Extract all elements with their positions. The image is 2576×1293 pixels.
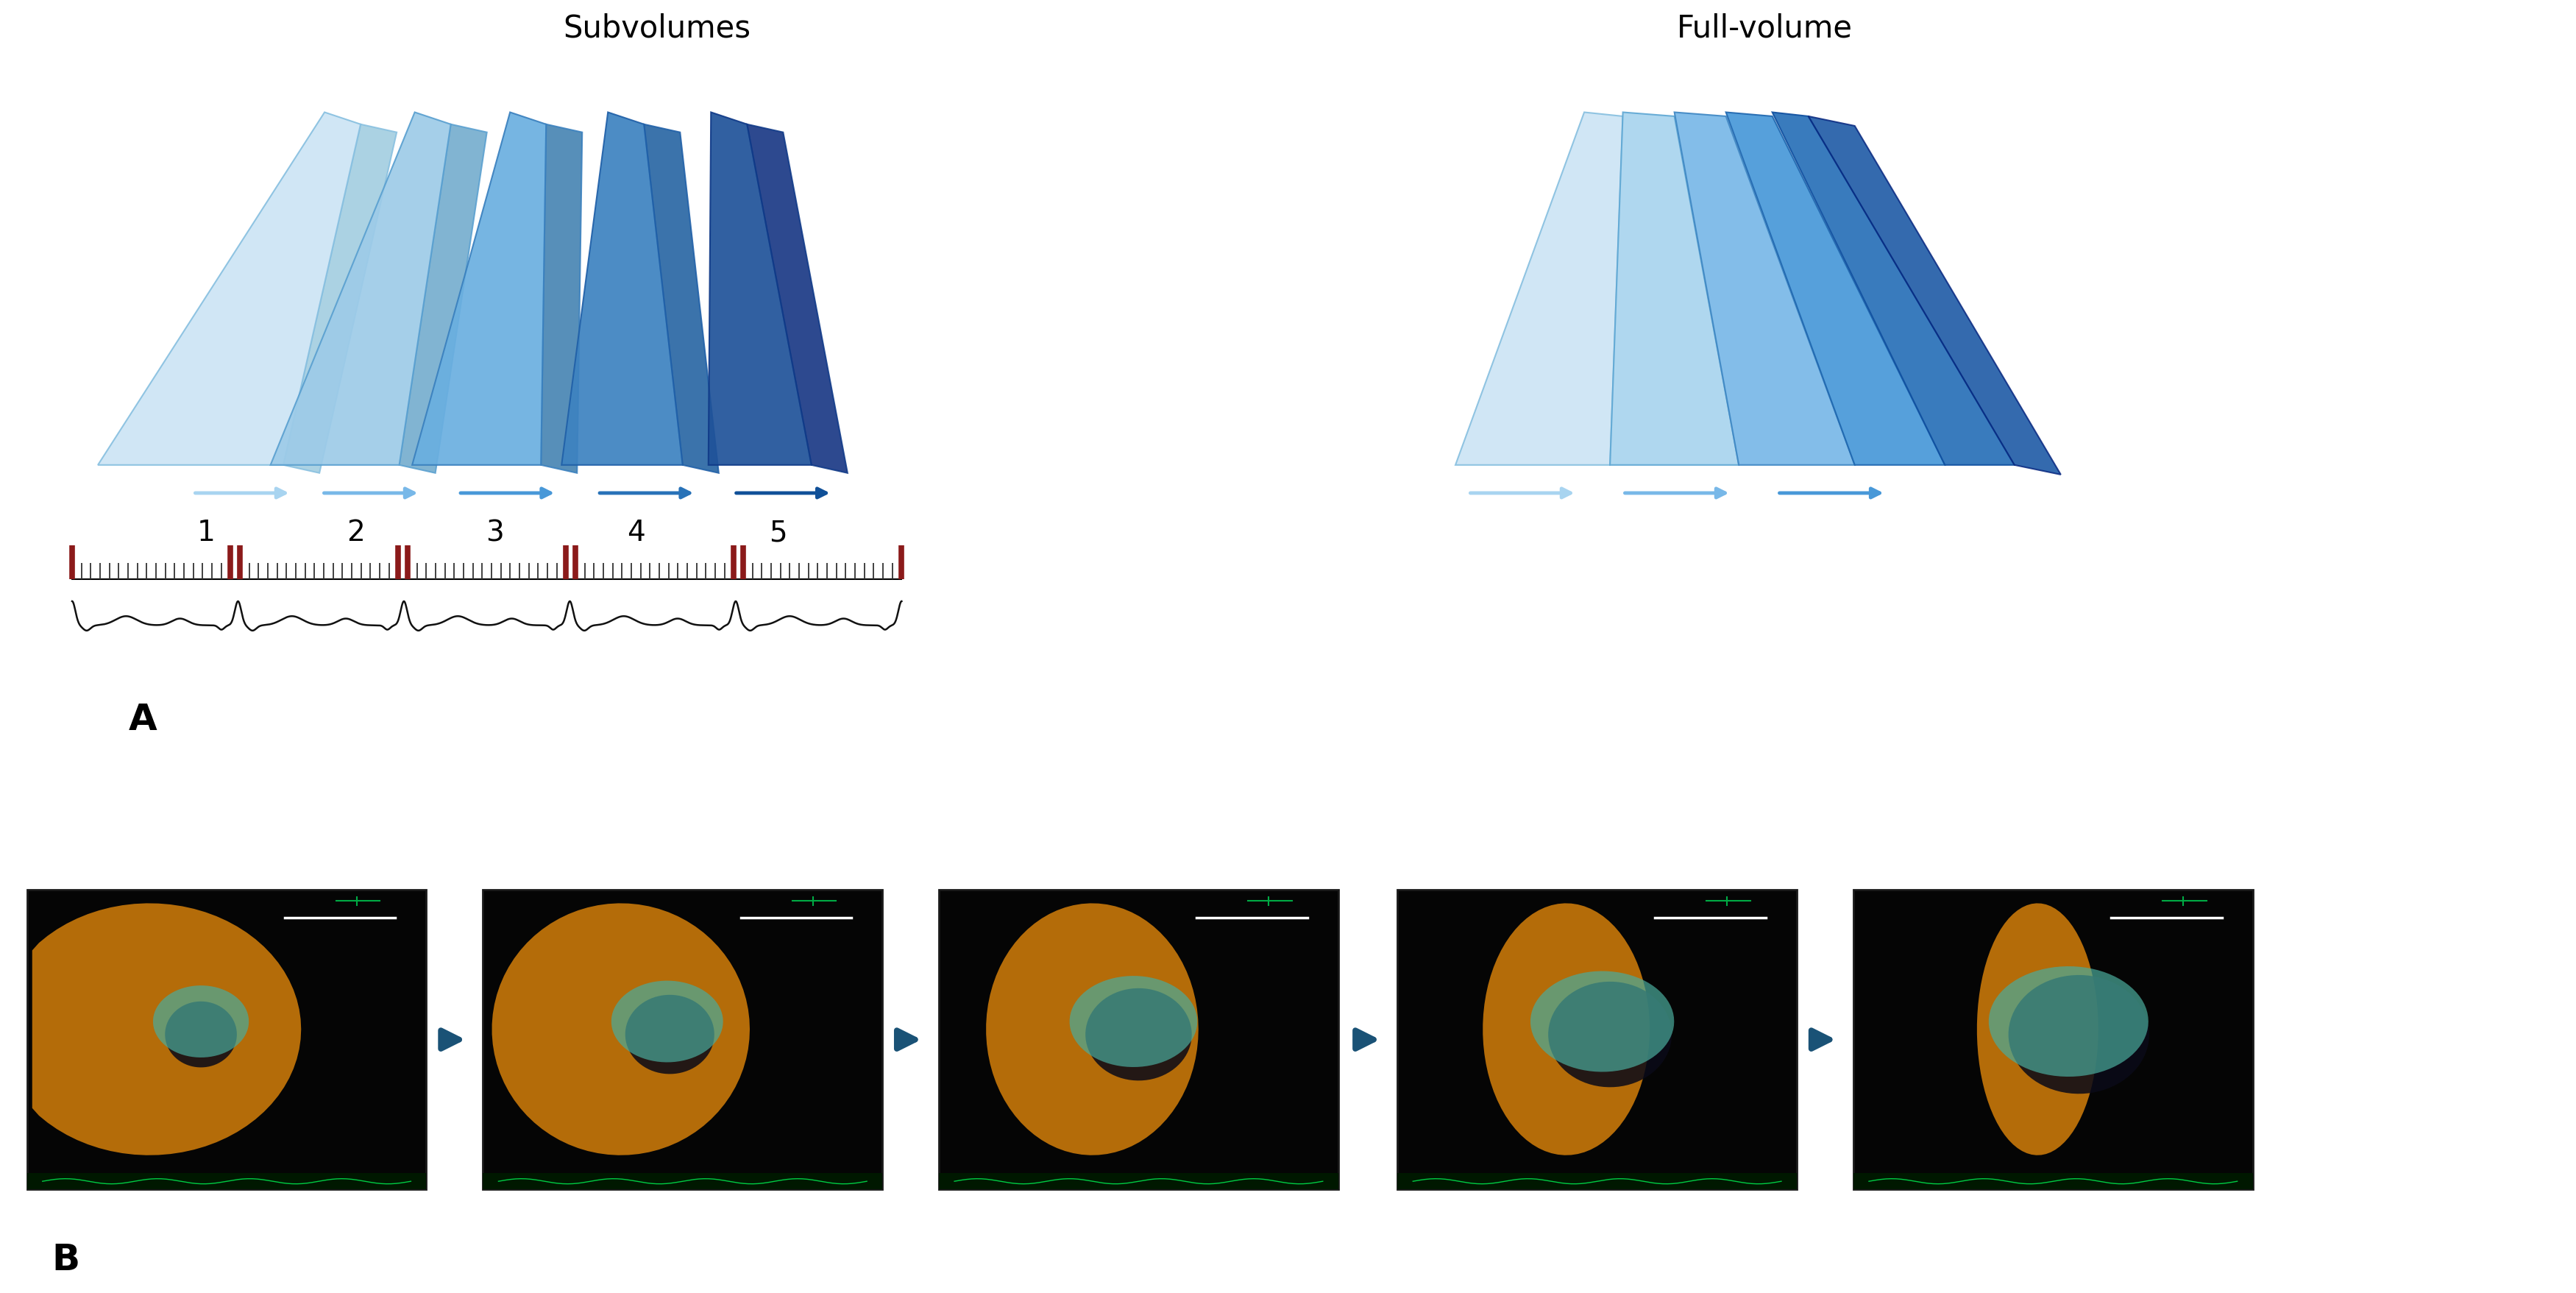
Text: 4: 4 — [626, 518, 647, 547]
Text: 2: 2 — [345, 518, 366, 547]
Text: Full-volume: Full-volume — [1677, 13, 1852, 44]
Bar — [26, 890, 428, 1190]
Polygon shape — [708, 112, 811, 465]
Bar — [1855, 890, 2251, 1190]
Polygon shape — [152, 985, 250, 1058]
Polygon shape — [1069, 976, 1198, 1067]
Polygon shape — [412, 112, 546, 465]
Polygon shape — [644, 124, 719, 473]
Bar — [484, 890, 881, 1190]
Polygon shape — [1530, 971, 1674, 1072]
Bar — [940, 890, 1340, 1190]
Polygon shape — [626, 994, 714, 1074]
Polygon shape — [31, 904, 301, 1155]
Text: A: A — [129, 702, 157, 737]
Polygon shape — [2009, 975, 2148, 1094]
Polygon shape — [562, 112, 683, 465]
Polygon shape — [541, 124, 582, 473]
Bar — [1396, 1173, 1798, 1190]
Polygon shape — [165, 1001, 237, 1068]
Polygon shape — [987, 904, 1198, 1155]
Polygon shape — [747, 124, 848, 473]
Polygon shape — [98, 112, 361, 465]
Polygon shape — [1772, 112, 2014, 465]
Text: 5: 5 — [768, 518, 788, 547]
Bar — [940, 1173, 1340, 1190]
Text: Subvolumes: Subvolumes — [564, 13, 750, 44]
Polygon shape — [1989, 966, 2148, 1077]
Bar — [484, 1173, 881, 1190]
Polygon shape — [611, 980, 724, 1063]
Polygon shape — [492, 904, 750, 1155]
Polygon shape — [1610, 112, 1739, 465]
Polygon shape — [270, 112, 451, 465]
Bar — [26, 1173, 428, 1190]
Polygon shape — [283, 124, 397, 473]
Bar — [1855, 1173, 2251, 1190]
Polygon shape — [1484, 904, 1649, 1155]
Polygon shape — [1084, 988, 1193, 1081]
Polygon shape — [1976, 904, 2099, 1155]
Polygon shape — [1808, 116, 2061, 475]
Polygon shape — [1674, 112, 1855, 465]
Polygon shape — [1726, 112, 1945, 465]
Text: B: B — [52, 1243, 80, 1277]
Text: 3: 3 — [484, 518, 505, 547]
Polygon shape — [399, 124, 487, 473]
Bar — [1396, 890, 1798, 1190]
Polygon shape — [1548, 981, 1672, 1087]
Text: 1: 1 — [196, 518, 216, 547]
Polygon shape — [1455, 112, 1623, 465]
